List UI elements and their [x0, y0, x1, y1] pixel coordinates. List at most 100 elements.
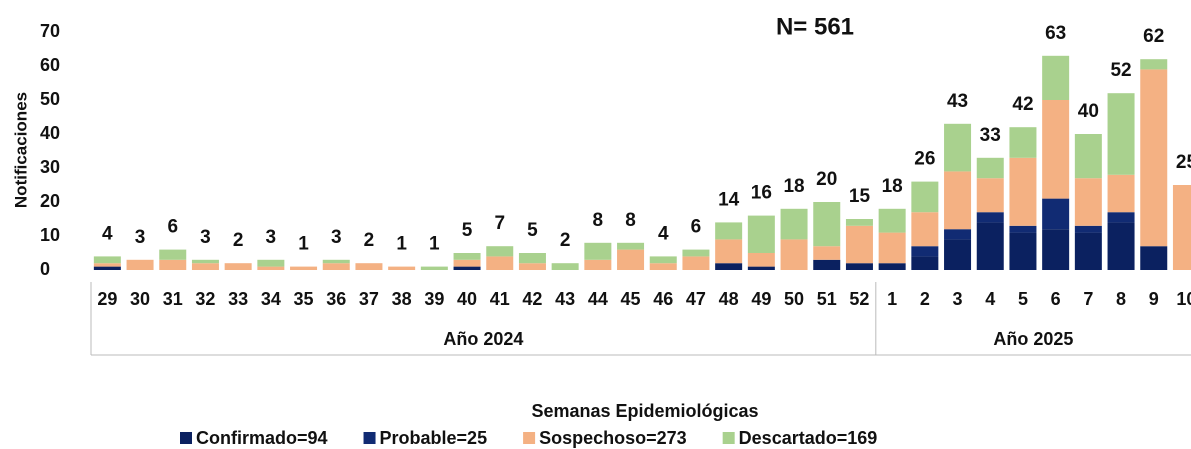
total-label: 8	[625, 210, 636, 231]
x-tick-label: 10	[1176, 289, 1191, 309]
x-tick-label: 32	[195, 289, 215, 309]
total-label: 26	[914, 149, 935, 170]
bar-segment	[518, 263, 546, 270]
bar-segment	[486, 256, 514, 270]
bar-segment	[1042, 100, 1070, 199]
bar-segment	[976, 178, 1004, 213]
bar-segment	[1042, 229, 1070, 270]
legend-label: Confirmado=94	[196, 428, 328, 448]
total-label: 62	[1143, 26, 1164, 47]
total-label: 16	[751, 183, 772, 204]
x-tick-label: 48	[719, 289, 739, 309]
bar-segment	[224, 263, 252, 270]
x-tick-label: 38	[392, 289, 412, 309]
x-tick-label: 51	[817, 289, 837, 309]
y-tick-label: 70	[40, 21, 60, 41]
y-tick-label: 10	[40, 225, 60, 245]
x-tick-label: 36	[326, 289, 346, 309]
x-tick-label: 45	[621, 289, 641, 309]
bar-segment	[257, 266, 285, 270]
bar-segment	[453, 266, 481, 270]
legend-swatch	[363, 432, 376, 444]
bar-segment	[617, 242, 645, 250]
x-tick-label: 2	[920, 289, 930, 309]
legend-swatch	[180, 432, 192, 444]
bar-segment	[747, 253, 775, 267]
bar-segment	[682, 256, 710, 270]
x-tick-label: 44	[588, 289, 608, 309]
bar-segment	[453, 253, 481, 260]
bar-segment	[649, 256, 677, 264]
bar-segment	[976, 212, 1004, 223]
legend-label: Descartado=169	[739, 428, 878, 448]
bar-segment	[518, 253, 546, 264]
total-label: 5	[527, 220, 538, 241]
bar-segment	[551, 263, 579, 270]
bar-segment	[944, 239, 972, 270]
x-tick-label: 40	[457, 289, 477, 309]
bar-segment	[1009, 127, 1037, 158]
y-axis-title: Notificaciones	[11, 92, 30, 208]
total-label: 4	[102, 223, 113, 244]
bar-segment	[93, 263, 121, 267]
bar-segment	[290, 266, 318, 270]
total-label: 20	[816, 169, 837, 190]
legend-label: Probable=25	[380, 428, 488, 448]
bar-segment	[878, 232, 906, 264]
total-label: 18	[783, 176, 804, 197]
bar-segment	[780, 239, 808, 270]
bar-segment	[747, 266, 775, 270]
x-tick-label: 41	[490, 289, 510, 309]
total-label: 43	[947, 91, 968, 112]
bar-segment	[976, 222, 1004, 270]
bar-segment	[191, 263, 219, 270]
total-label: 3	[200, 227, 211, 248]
legend-swatch	[722, 432, 735, 444]
bar-segment	[780, 208, 808, 240]
bar-segment	[355, 263, 383, 270]
bar-segment	[911, 246, 939, 257]
bar-segment	[1140, 59, 1168, 70]
bar-segment	[878, 263, 906, 270]
x-tick-label: 34	[261, 289, 281, 309]
x-tick-label: 6	[1051, 289, 1061, 309]
x-tick-label: 30	[130, 289, 150, 309]
x-tick-label: 9	[1149, 289, 1159, 309]
bar-segment	[747, 215, 775, 253]
bar-segment	[944, 123, 972, 172]
total-label: 3	[266, 227, 277, 248]
x-tick-label: 33	[228, 289, 248, 309]
bar-segment	[649, 263, 677, 270]
total-label: 40	[1078, 101, 1099, 122]
total-label: 2	[560, 230, 571, 251]
bar-segment	[1009, 232, 1037, 270]
total-label: 2	[233, 230, 244, 251]
total-label: 6	[167, 217, 178, 238]
x-tick-label: 5	[1018, 289, 1028, 309]
bar-segment	[322, 259, 350, 264]
total-label: 52	[1110, 60, 1131, 81]
x-tick-label: 8	[1116, 289, 1126, 309]
bar-segment	[944, 171, 972, 230]
bar-segment	[845, 225, 873, 264]
total-label: 2	[364, 230, 375, 251]
x-tick-label: 7	[1083, 289, 1093, 309]
bar-segment	[813, 202, 841, 247]
bar-segment	[911, 181, 939, 213]
total-label: 15	[849, 186, 871, 207]
bar-segment	[1172, 185, 1191, 270]
x-tick-label: 46	[653, 289, 673, 309]
y-tick-label: 30	[40, 157, 60, 177]
bar-segment	[420, 266, 448, 270]
x-axis-title: Semanas Epidemiológicas	[531, 401, 758, 421]
bar-segment	[1107, 174, 1135, 213]
x-tick-label: 31	[163, 289, 183, 309]
bar-segment	[453, 259, 481, 267]
bar-segment	[1042, 198, 1070, 230]
x-tick-label: 3	[953, 289, 963, 309]
total-label: 3	[135, 227, 146, 248]
bar-segment	[1140, 69, 1168, 247]
bar-segment	[878, 208, 906, 233]
total-label: 14	[718, 189, 740, 210]
bar-segment	[617, 249, 645, 270]
